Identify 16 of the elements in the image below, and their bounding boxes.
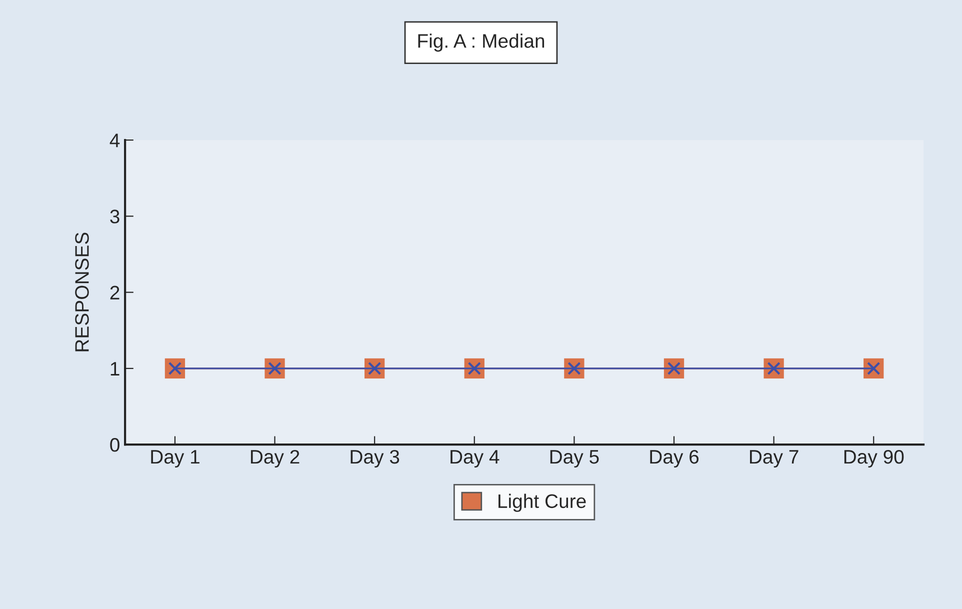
y-tick-label: 4 [110,134,120,148]
y-tick-label: 0 [110,438,120,452]
y-tick-label: 3 [110,210,120,224]
x-tick-label: Day 3 [350,450,400,468]
x-tick-label: Day 2 [250,450,300,468]
y-axis-title: RESPONSES [75,232,89,352]
x-tick-label: Day 7 [750,450,798,468]
x-tick-label: Day 90 [844,450,904,468]
y-tick-label: 1 [110,362,120,376]
legend-label: Light Cure [498,494,586,512]
x-tick-label: Day 6 [650,450,699,468]
chart-title: Fig. A : Median [418,34,544,52]
x-tick-label: Day 5 [550,450,599,468]
y-tick-label: 2 [110,286,120,300]
x-tick-label: Day 1 [151,450,200,468]
x-tick-label: Day 4 [450,450,500,468]
